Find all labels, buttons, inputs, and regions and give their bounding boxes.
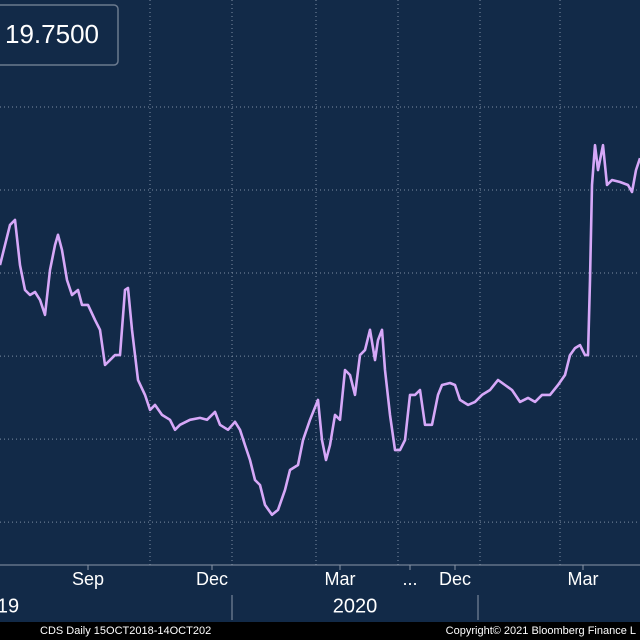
footer-bar bbox=[0, 622, 640, 640]
x-tick-label: ... bbox=[402, 569, 417, 589]
x-tick-label: Dec bbox=[439, 569, 471, 589]
year-label: 19 bbox=[0, 595, 19, 617]
x-tick-label: Dec bbox=[196, 569, 228, 589]
x-tick-label: Mar bbox=[325, 569, 356, 589]
x-tick-label: Sep bbox=[72, 569, 104, 589]
readout-value: 19.7500 bbox=[5, 19, 99, 49]
background bbox=[0, 0, 640, 622]
year-label: 2020 bbox=[333, 595, 378, 617]
price-line bbox=[0, 143, 640, 517]
x-tick-label: Mar bbox=[568, 569, 599, 589]
footer-right: Copyright© 2021 Bloomberg Finance L bbox=[446, 625, 636, 637]
footer-left: CDS Daily 15OCT2018-14OCT202 bbox=[40, 625, 211, 637]
readout-box bbox=[0, 4, 119, 66]
